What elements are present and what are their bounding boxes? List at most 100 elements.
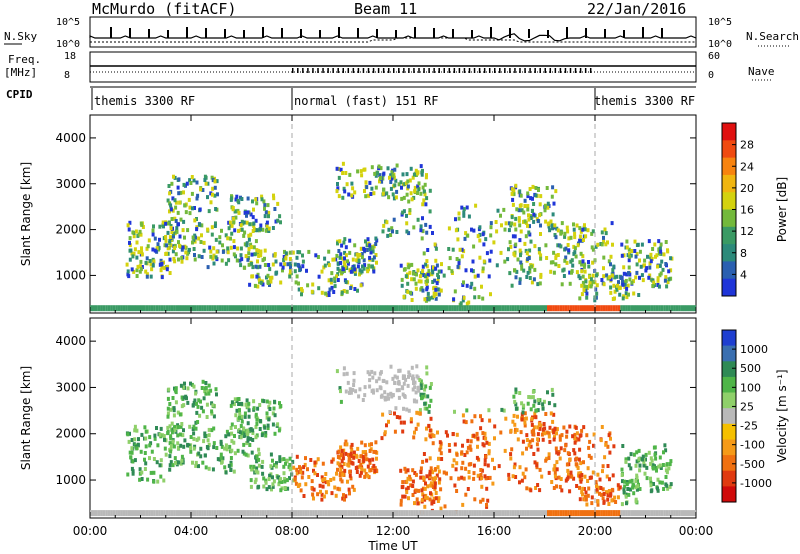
echo-cell (130, 438, 134, 442)
echo-cell (622, 271, 626, 276)
echo-cell (514, 390, 518, 395)
echo-cell (152, 224, 155, 229)
ground-scatter (582, 510, 585, 517)
ground-scatter (408, 510, 411, 517)
ground-scatter (319, 305, 323, 312)
echo-cell (320, 497, 324, 502)
echo-cell (416, 422, 420, 427)
echo-cell (579, 479, 583, 484)
echo-cell (245, 220, 249, 225)
nsky-spike (243, 30, 245, 38)
echo-cell (466, 438, 470, 443)
echo-cell (259, 249, 263, 254)
freq-tick (468, 68, 471, 73)
echo-cell (569, 470, 573, 475)
ground-scatter (433, 305, 436, 312)
ground-scatter (511, 305, 515, 312)
echo-cell (238, 430, 242, 435)
ground-scatter (595, 510, 598, 517)
echo-cell (320, 475, 324, 480)
echo-cell (170, 230, 174, 235)
echo-cell (212, 414, 216, 419)
freq-tick (352, 68, 355, 73)
echo-cell (618, 485, 622, 490)
echo-cell (168, 463, 172, 468)
echo-cell (225, 447, 229, 452)
echo-cell (155, 246, 159, 251)
echo-cell (577, 437, 581, 442)
echo-cell (538, 467, 542, 472)
echo-cell (168, 209, 171, 214)
echo-cell (500, 407, 504, 412)
echo-cell (448, 448, 452, 453)
echo-cell (410, 365, 414, 370)
ground-scatter (203, 510, 207, 517)
echo-cell (439, 487, 443, 492)
echo-cell (509, 456, 513, 461)
echo-cell (651, 284, 655, 288)
echo-cell (667, 466, 671, 471)
nsky-spike (433, 28, 435, 38)
echo-cell (264, 480, 268, 485)
echo-cell (236, 198, 240, 203)
echo-cell (408, 270, 412, 275)
echo-cell (282, 258, 286, 263)
echo-cell (144, 461, 148, 466)
ground-scatter (685, 305, 689, 312)
echo-cell (370, 165, 374, 170)
ground-scatter (309, 305, 313, 312)
echo-cell (557, 475, 561, 480)
ground-scatter (127, 305, 131, 312)
ground-scatter (549, 305, 553, 312)
echo-cell (206, 438, 210, 443)
echo-cell (536, 398, 540, 402)
echo-cell (400, 185, 403, 190)
echo-cell (497, 464, 501, 469)
ground-scatter (385, 305, 388, 312)
echo-cell (467, 470, 471, 474)
echo-cell (337, 249, 341, 253)
echo-cell (255, 274, 259, 279)
echo-cell (434, 287, 438, 292)
echo-cell (484, 436, 488, 441)
echo-cell (283, 249, 286, 254)
echo-cell (139, 449, 143, 454)
echo-cell (369, 250, 373, 255)
echo-cell (233, 228, 237, 233)
echo-cell (587, 453, 591, 458)
echo-cell (410, 262, 414, 267)
ground-scatter (526, 305, 530, 312)
ground-scatter (395, 305, 399, 312)
echo-cell (177, 222, 180, 227)
ground-scatter (163, 305, 166, 312)
echo-cell (538, 488, 542, 493)
echo-cell (145, 272, 149, 277)
echo-cell (174, 205, 178, 210)
ground-scatter (590, 510, 593, 517)
echo-cell (205, 415, 209, 419)
echo-cell (311, 492, 315, 497)
echo-cell (297, 287, 301, 292)
ground-scatter (466, 510, 469, 517)
colorbar-segment (722, 209, 736, 228)
echo-cell (644, 268, 648, 273)
echo-cell (399, 180, 403, 185)
echo-cell (320, 269, 324, 274)
echo-cell (278, 455, 282, 460)
echo-cell (647, 275, 651, 280)
echo-cell (221, 243, 224, 248)
echo-cell (609, 277, 613, 282)
echo-cell (460, 247, 464, 252)
ground-scatter (185, 305, 189, 312)
echo-cell (394, 178, 398, 183)
echo-cell (610, 221, 614, 226)
colorbar-segment (722, 423, 736, 440)
ground-scatter (622, 510, 626, 517)
echo-cell (483, 474, 487, 479)
echo-cell (586, 228, 590, 233)
echo-cell (135, 274, 139, 278)
echo-cell (204, 391, 208, 396)
echo-cell (430, 433, 434, 438)
echo-cell (649, 489, 653, 494)
ground-scatter (627, 305, 631, 312)
